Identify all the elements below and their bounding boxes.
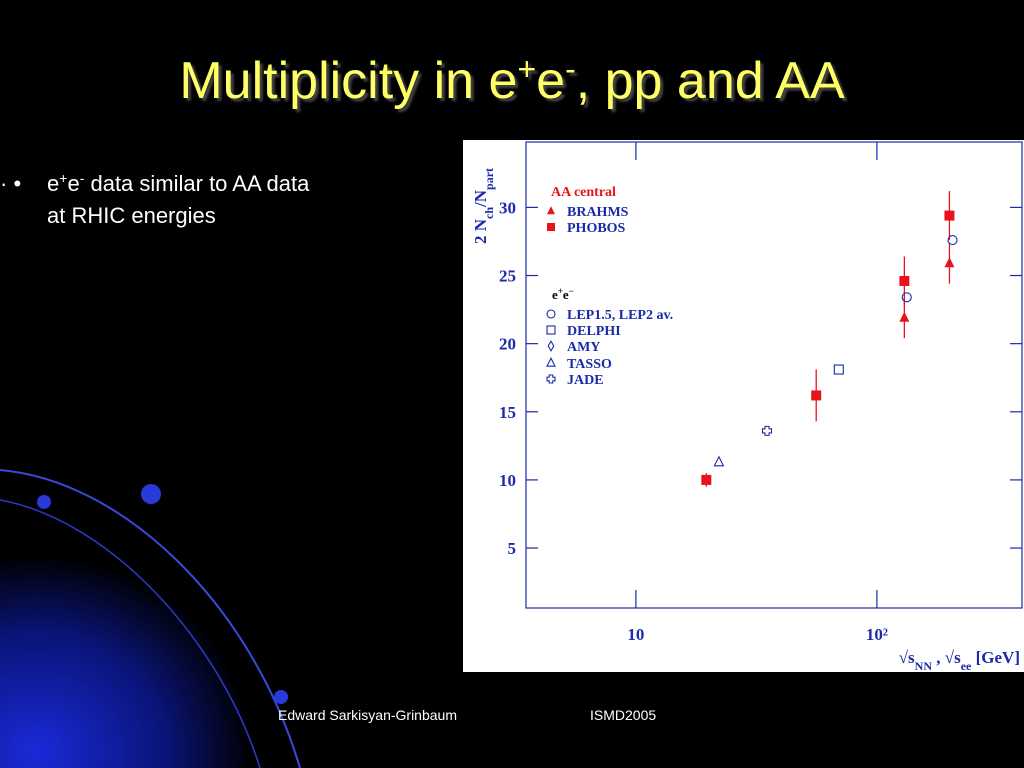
marker xyxy=(547,206,555,215)
title-part: Multiplicity in e xyxy=(179,52,517,110)
legend-label: JADE xyxy=(567,373,604,388)
marker xyxy=(546,325,556,335)
x-axis-label: √sNN , √see [GeV] xyxy=(899,648,1020,673)
marker xyxy=(901,292,912,303)
marker xyxy=(761,425,773,436)
legend-label: BRAHMS xyxy=(567,205,629,220)
decoration xyxy=(274,690,288,704)
legend-title: AA central xyxy=(551,185,616,200)
label-part: NN xyxy=(915,659,933,673)
marker xyxy=(944,210,955,221)
y-tick-label: 5 xyxy=(508,539,517,558)
bullet-text: at RHIC energies xyxy=(47,203,216,228)
label-part: ch xyxy=(482,207,496,219)
legend-title-part: e xyxy=(552,287,558,302)
legend-label: AMY xyxy=(567,340,600,355)
label-part: [GeV] xyxy=(971,648,1020,667)
slide-title: Multiplicity in e+e-, pp and AA xyxy=(179,51,845,110)
legend-title-part: e xyxy=(563,287,569,302)
label-part: /N xyxy=(471,189,490,208)
label-part: , √s xyxy=(932,648,961,667)
x-tick-label: 10 xyxy=(627,625,644,644)
bullet-part: e xyxy=(47,171,59,196)
title-part: , pp and AA xyxy=(576,52,845,110)
y-axis-label: 2 Nch/Npart xyxy=(471,168,496,244)
legend-label: PHOBOS xyxy=(567,221,626,236)
y-tick-label: 15 xyxy=(499,403,516,422)
marker xyxy=(899,311,910,322)
plot-frame xyxy=(525,141,1023,609)
bullet-part: - xyxy=(80,170,85,186)
decoration xyxy=(141,484,161,504)
marker xyxy=(701,474,712,485)
label-part: 2 N xyxy=(471,218,490,244)
marker xyxy=(713,455,725,467)
marker xyxy=(546,374,556,384)
label-part: part xyxy=(482,168,496,190)
y-tick-label: 10 xyxy=(499,471,516,490)
legend-label: LEP1.5, LEP2 av. xyxy=(567,308,673,323)
legend-title-part: + xyxy=(558,286,563,296)
legend-title-part: − xyxy=(569,286,574,296)
legend-title: e+e− xyxy=(552,286,574,302)
bullet-dot: · • xyxy=(0,171,21,196)
label-part: √s xyxy=(899,648,915,667)
bullet-text: e+e- data similar to AA data xyxy=(47,170,310,196)
legend-label: TASSO xyxy=(567,357,612,372)
marker xyxy=(547,223,555,231)
footer-author: Edward Sarkisyan-Grinbaum xyxy=(278,707,457,723)
footer-event: ISMD2005 xyxy=(590,707,656,723)
decoration xyxy=(0,469,301,768)
marker xyxy=(944,257,955,268)
y-tick-label: 25 xyxy=(499,267,516,286)
title-part: + xyxy=(517,51,536,87)
bullet-part: e xyxy=(67,171,79,196)
decoration xyxy=(37,495,51,509)
bullet-part: + xyxy=(59,170,67,186)
label-part: ee xyxy=(961,659,972,673)
y-tick-label: 30 xyxy=(499,198,516,217)
decoration xyxy=(0,440,360,768)
marker xyxy=(546,356,556,367)
title-part: e xyxy=(536,52,565,110)
marker xyxy=(811,390,822,401)
title-part: - xyxy=(565,51,576,87)
chart-area xyxy=(463,140,1024,672)
bullet-part: data similar to AA data xyxy=(84,171,310,196)
marker xyxy=(547,340,555,352)
legend-label: DELPHI xyxy=(567,324,621,339)
marker xyxy=(947,235,958,246)
marker xyxy=(833,364,844,375)
x-tick-label: 10² xyxy=(866,625,888,644)
y-tick-label: 20 xyxy=(499,335,516,354)
marker xyxy=(546,309,556,319)
decoration xyxy=(0,499,261,768)
marker xyxy=(899,275,910,286)
